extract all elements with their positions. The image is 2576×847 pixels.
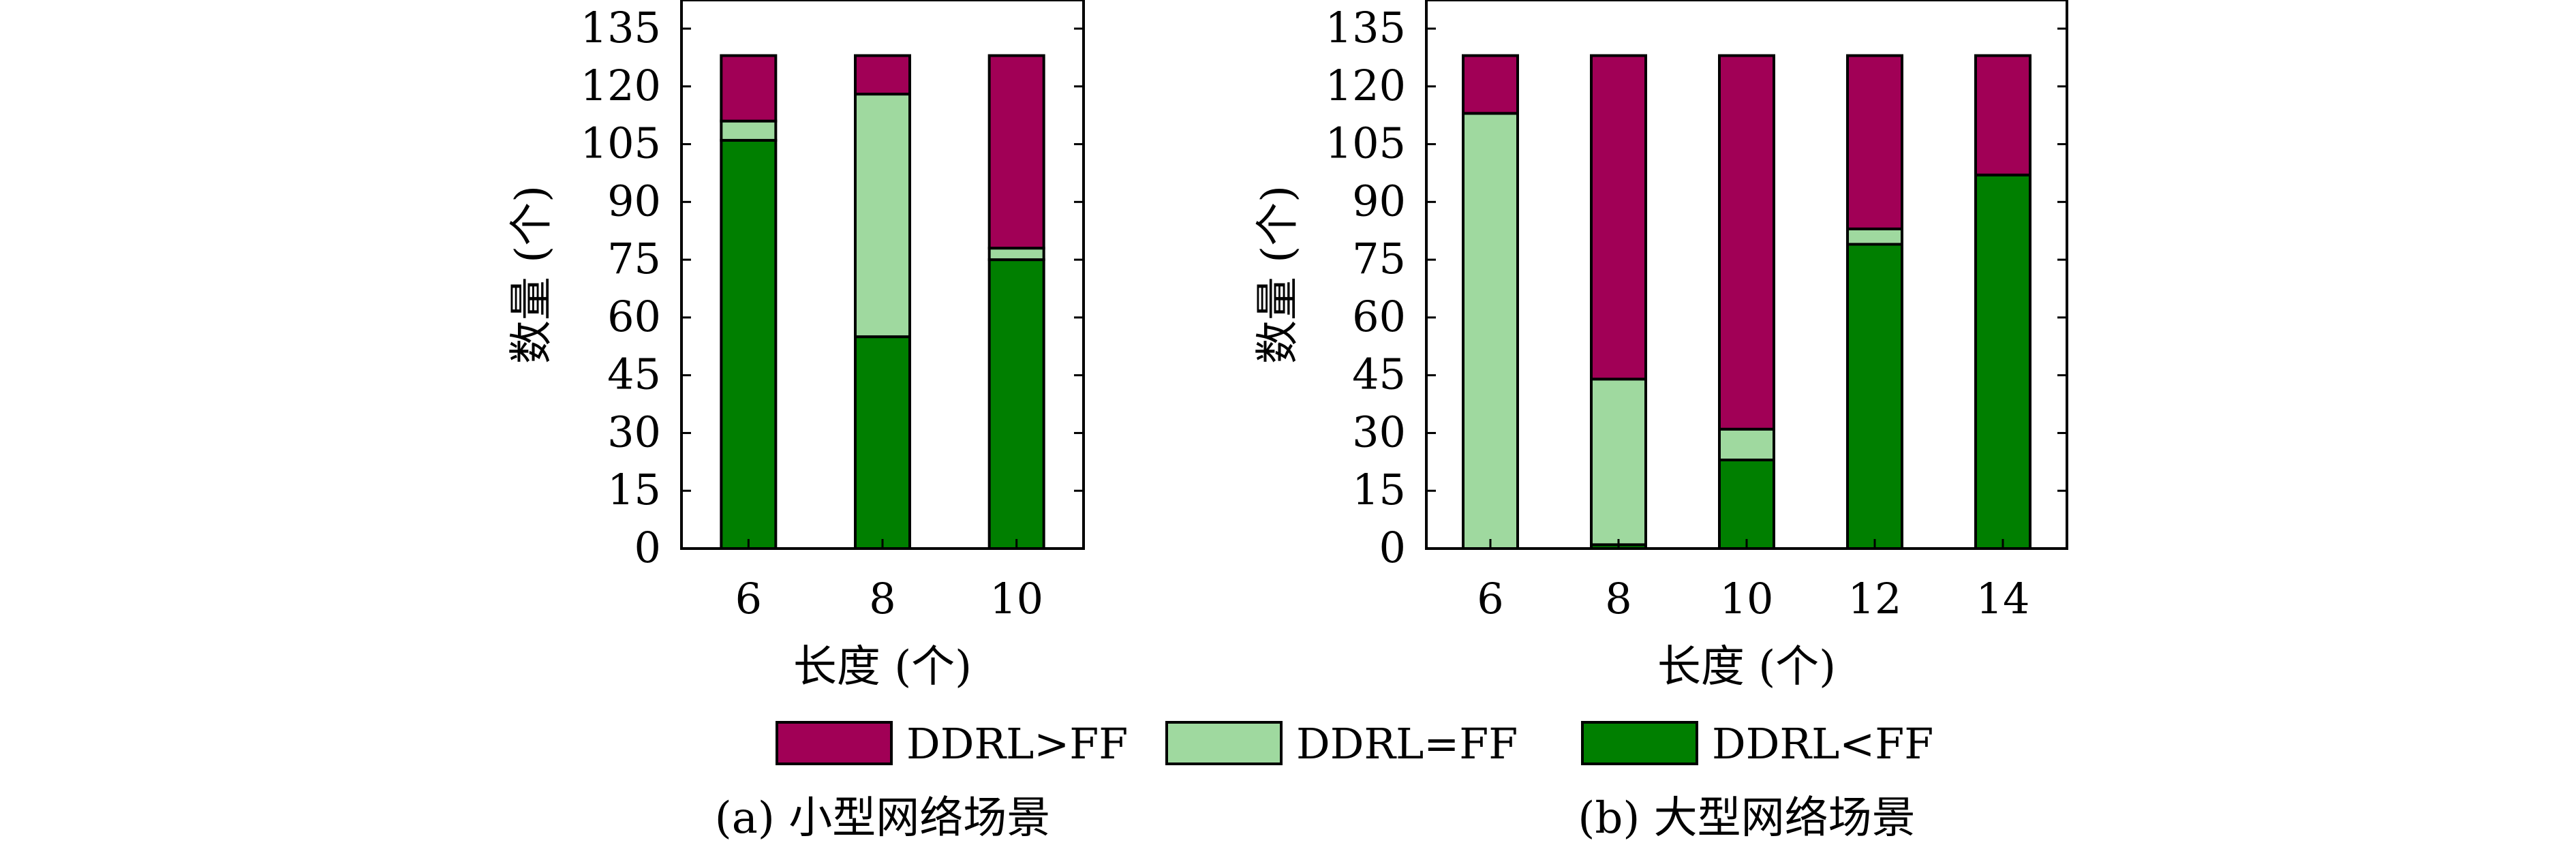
panel-b-bar-12-series-2 (1846, 54, 1903, 230)
panel-b-y-tick-label: 15 (1352, 465, 1406, 514)
panel-b-x-tick-label: 10 (1720, 574, 1774, 623)
panel-a-bar-6-series-1 (720, 119, 778, 142)
panel-a-x-ticks: 6 8 10 (735, 539, 1043, 623)
panel-b-bar-8-series-1 (1590, 378, 1647, 546)
panel-a-bar-10-series-2 (987, 54, 1045, 250)
panel-a-y-tick-label: 105 (581, 119, 661, 168)
panel-b-bar-14-series-2 (1974, 54, 2031, 176)
panel-b-y-tick-label: 0 (1379, 523, 1406, 572)
panel-a-bar-6-series-2 (720, 54, 778, 123)
panel-a-bars (720, 54, 1045, 551)
panel-a-y-tick-label: 75 (607, 234, 661, 283)
panel-b-bars (1462, 54, 2031, 550)
panel-b-bar-10-series-0 (1718, 459, 1775, 550)
panel-b-bar-6-series-2 (1462, 54, 1519, 115)
panel-b-caption: (b) 大型网络场景 (1578, 793, 1915, 844)
panel-a-y-axis-label: 数量 (个) (507, 185, 557, 364)
panel-b-x-tick-label: 14 (1976, 574, 2030, 623)
panel-b-bar-12-series-0 (1846, 243, 1903, 550)
legend: DDRL>FF DDRL=FF DDRL<FF (776, 719, 1933, 769)
panel-a-bar-10-series-0 (987, 258, 1045, 550)
panel-a-bar-6-series-0 (720, 138, 778, 551)
panel-b-x-ticks: 6 8 10 12 14 (1477, 539, 2029, 623)
legend-item-ddrl-equal: DDRL=FF (1165, 719, 1518, 769)
panel-b-bar-6-series-1 (1462, 112, 1519, 550)
panel-b-bar-10-series-1 (1718, 427, 1775, 462)
panel-a-y-ticks: 0 15 30 45 60 75 90 105 120 135 (581, 3, 1084, 572)
panel-a-x-axis-label: 长度 (个) (793, 642, 972, 692)
panel-a-y-tick-label: 45 (607, 350, 661, 399)
panel-a-bar-8-series-1 (854, 93, 911, 339)
panel-b-y-tick-label: 120 (1325, 61, 1406, 110)
panel-a-y-tick-label: 0 (634, 523, 661, 572)
legend-swatch-ddrl-equal (1165, 721, 1283, 765)
panel-b-y-ticks: 0 15 30 45 60 75 90 105 120 135 (1325, 3, 2067, 572)
panel-b-x-tick-label: 12 (1848, 574, 1902, 623)
legend-label-ddrl-equal: DDRL=FF (1296, 719, 1518, 769)
panel-b-y-tick-label: 30 (1352, 407, 1406, 457)
panel-b-y-tick-label: 60 (1352, 292, 1406, 341)
panel-b-bar-12-series-1 (1846, 227, 1903, 246)
panel-b-bar-14-series-0 (1974, 173, 2031, 550)
panel-b: 0 15 30 45 60 75 90 105 120 135 6 8 10 12 14 数量 (个) 长… (1253, 0, 2068, 844)
panel-a-y-tick-label: 15 (607, 465, 661, 514)
panel-a-caption: (a) 小型网络场景 (715, 793, 1050, 844)
panel-b-x-tick-label: 6 (1477, 574, 1503, 623)
panel-a-y-tick-label: 135 (581, 3, 661, 52)
panel-b-x-axis-label: 长度 (个) (1657, 642, 1836, 692)
panel-a-y-tick-label: 30 (607, 407, 661, 457)
panel-b-y-tick-label: 105 (1325, 119, 1406, 168)
panel-a-y-tick-label: 120 (581, 61, 661, 110)
panel-b-bar-8-series-2 (1590, 54, 1647, 381)
panel-b-y-tick-label: 90 (1352, 176, 1406, 226)
panel-b-y-tick-label: 135 (1325, 3, 1406, 52)
panel-a-y-tick-label: 60 (607, 292, 661, 341)
panel-a-y-tick-label: 90 (607, 176, 661, 226)
panel-b-y-axis-label: 数量 (个) (1253, 185, 1304, 364)
panel-b-y-tick-label: 75 (1352, 234, 1406, 283)
panel-b-x-tick-label: 8 (1605, 574, 1631, 623)
legend-swatch-ddrl-greater (776, 721, 893, 765)
panel-a-bar-8-series-0 (854, 335, 911, 550)
panel-a-bar-8-series-2 (854, 54, 911, 96)
panel-a-bar-10-series-1 (987, 247, 1045, 262)
legend-swatch-ddrl-less (1581, 721, 1698, 765)
panel-a: 0 15 30 45 60 75 90 105 120 135 6 8 10 数量 (个) 长度 (个… (507, 0, 1085, 844)
legend-label-ddrl-greater: DDRL>FF (906, 719, 1128, 769)
legend-item-ddrl-greater: DDRL>FF (776, 719, 1128, 769)
panel-b-bar-10-series-2 (1718, 54, 1775, 431)
panel-b-y-tick-label: 45 (1352, 350, 1406, 399)
panel-a-x-tick-label: 6 (735, 574, 762, 623)
panel-a-x-tick-label: 10 (990, 574, 1043, 623)
panel-a-x-tick-label: 8 (869, 574, 895, 623)
legend-label-ddrl-less: DDRL<FF (1712, 719, 1933, 769)
legend-item-ddrl-less: DDRL<FF (1581, 719, 1933, 769)
